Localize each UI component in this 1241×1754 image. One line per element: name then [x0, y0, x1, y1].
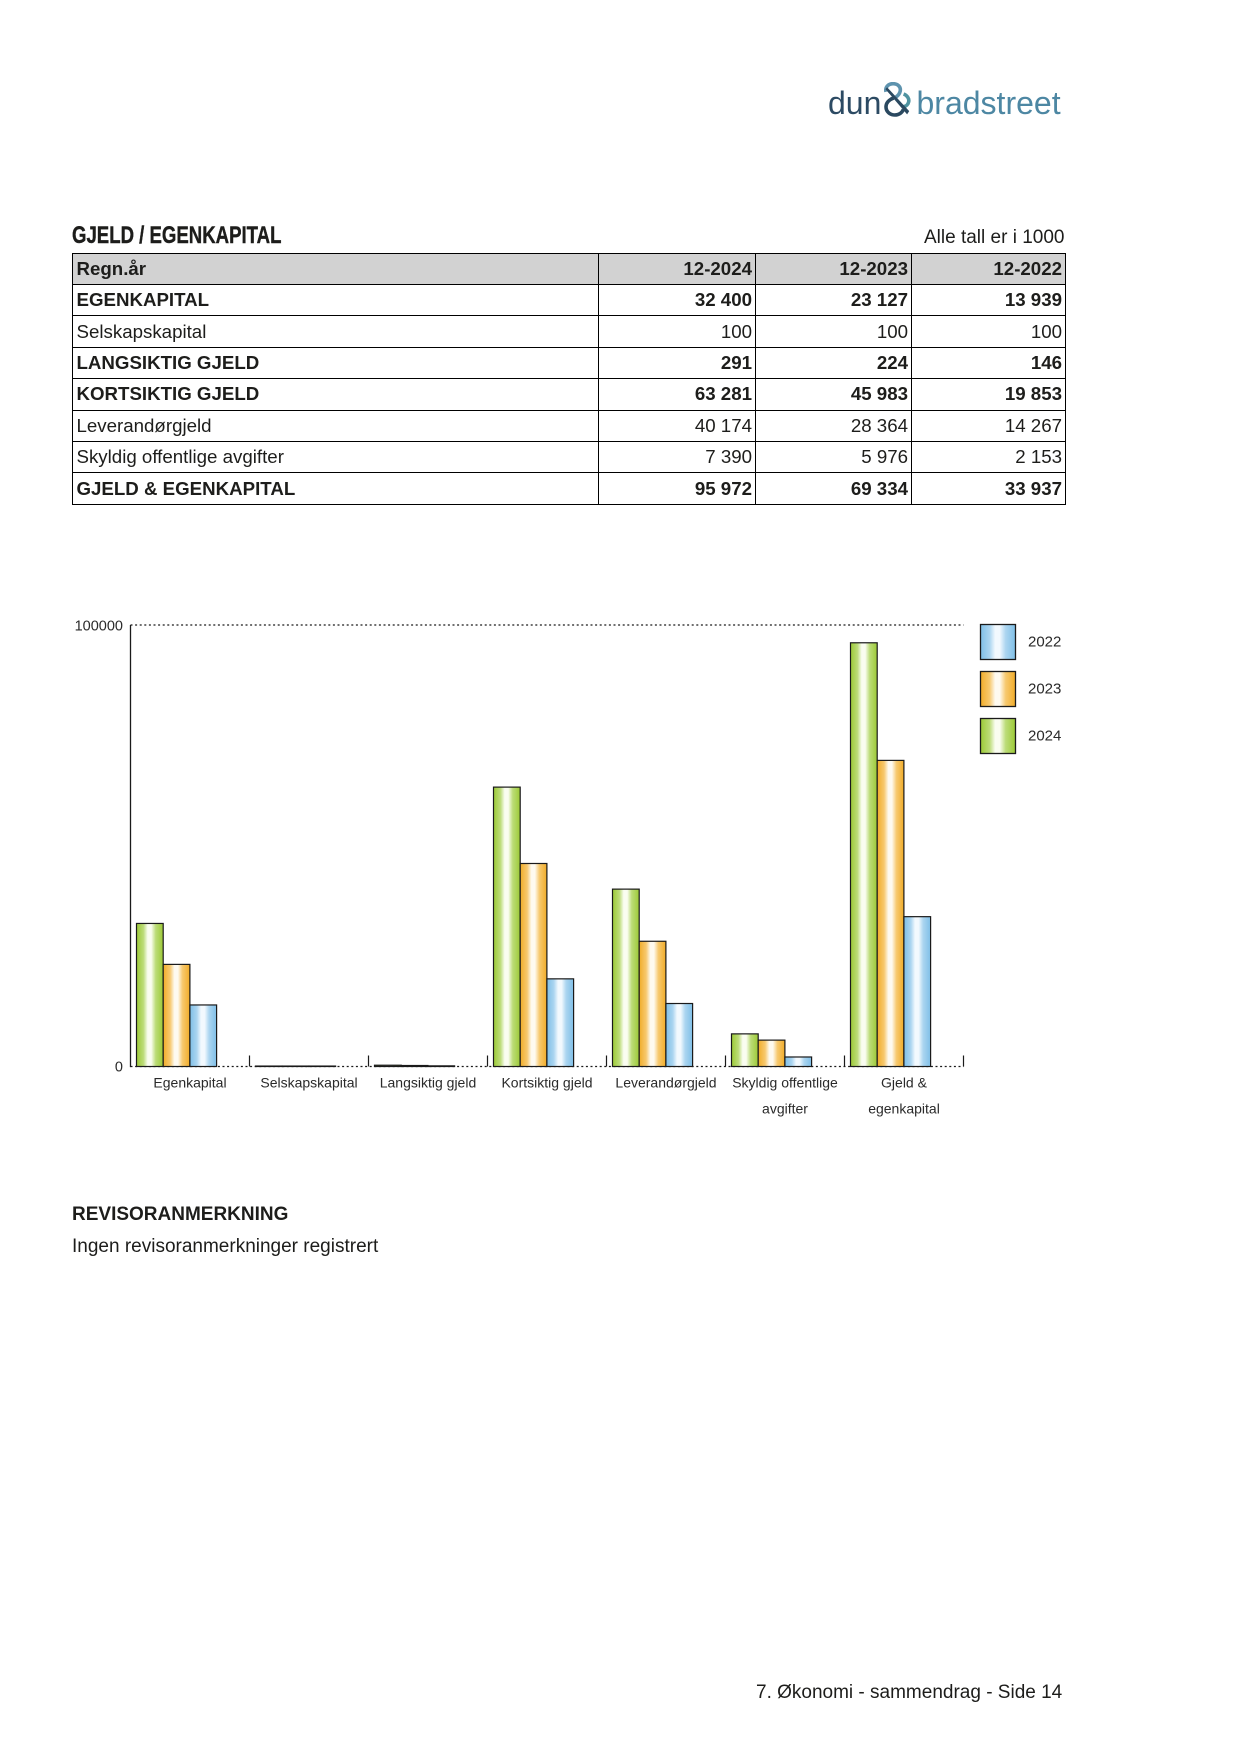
- svg-text:0: 0: [115, 1060, 123, 1076]
- svg-text:Gjeld &: Gjeld &: [881, 1075, 928, 1091]
- svg-text:Kortsiktig gjeld: Kortsiktig gjeld: [501, 1075, 592, 1091]
- svg-text:2024: 2024: [1028, 728, 1061, 745]
- svg-text:avgifter: avgifter: [762, 1101, 808, 1117]
- svg-text:100000: 100000: [75, 619, 123, 635]
- svg-text:2023: 2023: [1028, 681, 1061, 698]
- svg-text:Leverandørgjeld: Leverandørgjeld: [615, 1075, 716, 1091]
- svg-text:2022: 2022: [1028, 634, 1061, 651]
- svg-text:Skyldig offentlige: Skyldig offentlige: [732, 1075, 838, 1091]
- svg-text:Egenkapital: Egenkapital: [153, 1075, 226, 1091]
- svg-text:egenkapital: egenkapital: [868, 1101, 940, 1117]
- svg-text:Selskapskapital: Selskapskapital: [260, 1075, 357, 1091]
- svg-text:Langsiktig gjeld: Langsiktig gjeld: [380, 1075, 477, 1091]
